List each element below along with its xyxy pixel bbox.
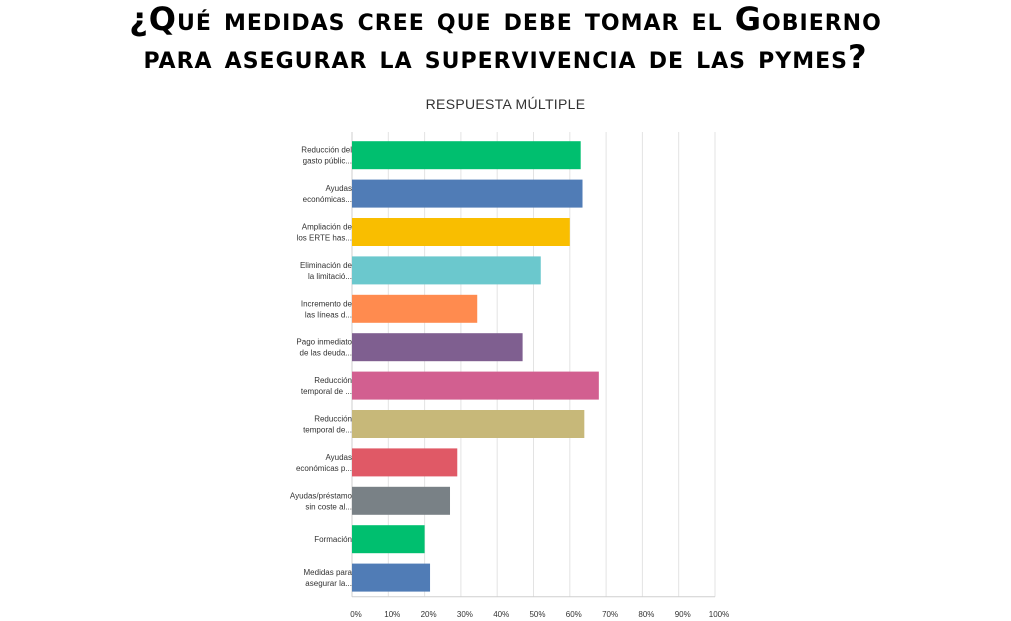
category-label: asegurar la...	[305, 579, 352, 588]
x-tick-label: 40%	[493, 610, 509, 619]
title-line-1: ¿Qué medidas cree que debe tomar el Gobi…	[129, 0, 882, 38]
bar	[352, 410, 585, 438]
title-line-2: para asegurar la supervivencia de las py…	[143, 38, 868, 76]
x-tick-label: 70%	[602, 610, 618, 619]
x-tick-label: 20%	[421, 610, 437, 619]
x-tick-label: 80%	[638, 610, 654, 619]
category-label: las líneas d...	[305, 310, 352, 319]
category-label: Formación	[314, 535, 352, 544]
category-label: Ayudas/préstamo	[290, 491, 353, 500]
x-tick-label: 90%	[675, 610, 691, 619]
category-label: los ERTE has...	[297, 234, 352, 243]
bar	[352, 563, 431, 592]
category-label: económicas p...	[296, 464, 352, 473]
category-label: Reducción del	[301, 146, 352, 155]
category-label: Eliminación de	[300, 261, 353, 270]
category-label: Ampliación de	[302, 223, 353, 232]
chart-subtitle: RESPUESTA MÚLTIPLE	[425, 96, 586, 112]
bar	[352, 141, 581, 170]
category-label: la limitació...	[308, 272, 352, 281]
x-tick-label: 10%	[384, 610, 400, 619]
category-label: gasto públic...	[303, 157, 352, 166]
category-label: temporal de...	[303, 426, 352, 435]
category-label: Ayudas	[325, 184, 352, 193]
bar	[352, 256, 541, 285]
category-label: Reducción	[314, 376, 352, 385]
chart-title: ¿Qué medidas cree que debe tomar el Gobi…	[0, 0, 1011, 76]
x-tick-label: 0%	[350, 610, 362, 619]
category-label: Reducción	[314, 415, 352, 424]
category-label: Medidas para	[304, 568, 353, 577]
category-label: temporal de ...	[301, 387, 352, 396]
x-tick-label: 50%	[529, 610, 545, 619]
bar	[352, 371, 599, 400]
category-label: Pago inmediato	[296, 338, 352, 347]
category-label: Incremento de	[301, 299, 353, 308]
bar	[352, 486, 451, 515]
x-tick-label: 60%	[566, 610, 582, 619]
bar	[352, 333, 523, 362]
x-tick-label: 30%	[457, 610, 473, 619]
bar	[352, 179, 583, 208]
bar	[352, 294, 478, 323]
bar	[352, 525, 425, 554]
category-label: económicas...	[303, 195, 352, 204]
category-label: Ayudas	[325, 453, 352, 462]
category-label: sin coste al...	[305, 502, 352, 511]
category-label: de las deuda...	[300, 349, 352, 358]
bar	[352, 218, 570, 246]
bar	[352, 448, 458, 477]
x-tick-label: 100%	[709, 610, 729, 619]
